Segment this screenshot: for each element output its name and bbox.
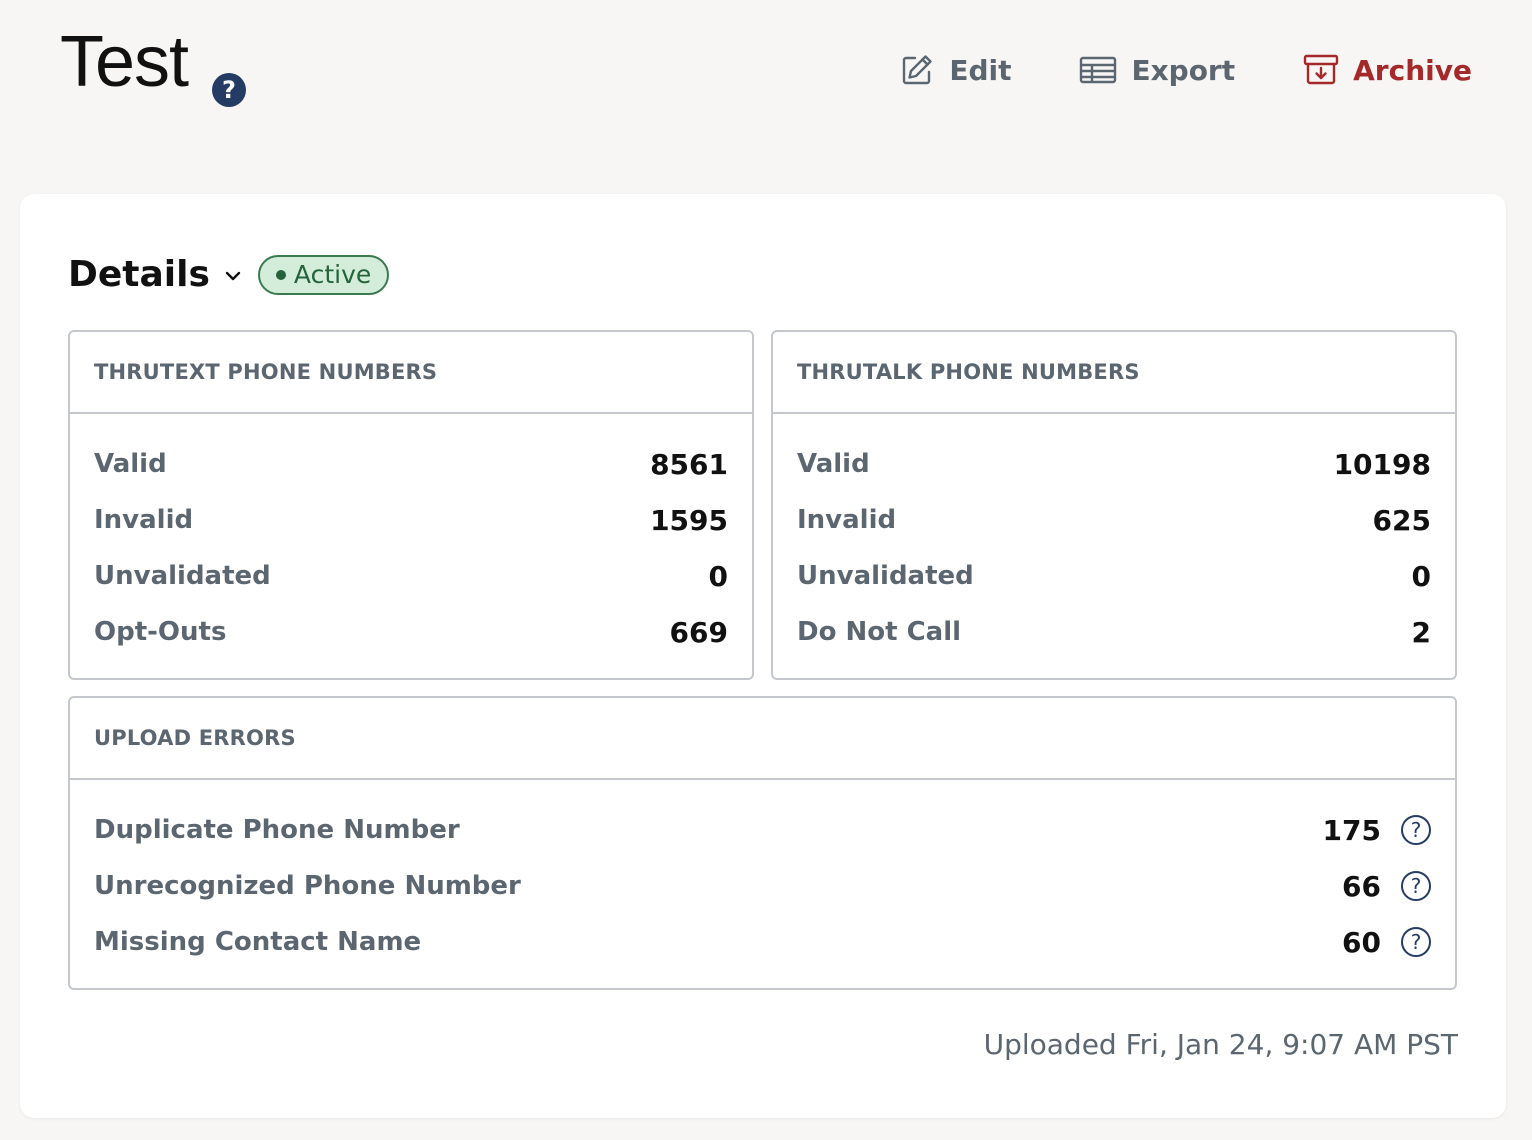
export-label: Export [1131, 53, 1236, 87]
row-label: Duplicate Phone Number [94, 815, 460, 845]
row-label: Invalid [797, 505, 897, 535]
table-icon [1079, 55, 1117, 85]
row-value: 0 [1411, 559, 1431, 593]
row-value: 66 [1342, 869, 1381, 903]
archive-box-icon [1303, 53, 1339, 87]
thrutext-row-invalid: Invalid 1595 [94, 492, 728, 548]
details-title[interactable]: Details [68, 254, 210, 295]
question-circle-icon[interactable]: ? [1401, 815, 1431, 845]
row-value: 8561 [650, 447, 728, 481]
question-circle-icon[interactable]: ? [1401, 871, 1431, 901]
upload-errors-panel-title: UPLOAD ERRORS [70, 698, 1455, 780]
thrutalk-panel-title: THRUTALK PHONE NUMBERS [773, 332, 1455, 414]
edit-label: Edit [949, 53, 1012, 87]
uploaded-timestamp: Uploaded Fri, Jan 24, 9:07 AM PST [983, 1028, 1458, 1061]
row-value: 625 [1372, 503, 1431, 537]
question-circle-icon[interactable]: ? [1401, 927, 1431, 957]
thrutext-row-unvalidated: Unvalidated 0 [94, 548, 728, 604]
row-value: 60 [1342, 925, 1381, 959]
question-circle-icon[interactable]: ? [212, 73, 246, 107]
page-title: Test [60, 22, 189, 102]
thrutext-panel-title: THRUTEXT PHONE NUMBERS [70, 332, 752, 414]
row-value: 1595 [650, 503, 728, 537]
status-dot-icon [275, 269, 286, 280]
thrutalk-row-valid: Valid 10198 [797, 436, 1431, 492]
thrutalk-row-do-not-call: Do Not Call 2 [797, 604, 1431, 660]
archive-button[interactable]: Archive [1303, 53, 1472, 87]
row-value: 175 [1322, 813, 1381, 847]
thrutalk-panel: THRUTALK PHONE NUMBERS Valid 10198 Inval… [771, 330, 1457, 680]
upload-error-row-missing-name: Missing Contact Name 60 ? [94, 914, 1431, 970]
row-label: Valid [94, 449, 167, 479]
thrutext-row-opt-outs: Opt-Outs 669 [94, 604, 728, 660]
upload-error-row-duplicate: Duplicate Phone Number 175 ? [94, 802, 1431, 858]
row-label: Unrecognized Phone Number [94, 871, 521, 901]
upload-errors-panel: UPLOAD ERRORS Duplicate Phone Number 175… [68, 696, 1457, 990]
upload-error-row-unrecognized: Unrecognized Phone Number 66 ? [94, 858, 1431, 914]
header-actions: Edit Export Archive [899, 52, 1472, 88]
row-value: 10198 [1333, 447, 1431, 481]
archive-label: Archive [1353, 53, 1472, 87]
thrutext-panel: THRUTEXT PHONE NUMBERS Valid 8561 Invali… [68, 330, 754, 680]
export-button[interactable]: Export [1079, 54, 1235, 87]
row-value: 2 [1411, 615, 1431, 649]
row-label: Do Not Call [797, 617, 962, 647]
row-label: Opt-Outs [94, 617, 227, 647]
row-label: Invalid [94, 505, 194, 535]
thrutalk-row-unvalidated: Unvalidated 0 [797, 548, 1431, 604]
row-label: Unvalidated [797, 561, 974, 591]
row-value: 669 [669, 615, 728, 649]
thrutext-row-valid: Valid 8561 [94, 436, 728, 492]
status-label: Active [293, 260, 372, 289]
thrutalk-row-invalid: Invalid 625 [797, 492, 1431, 548]
details-card: Details Active THRUTEXT PHONE NUMBERS Va… [20, 194, 1506, 1118]
pencil-icon [899, 52, 935, 88]
row-label: Missing Contact Name [94, 927, 422, 957]
chevron-down-icon[interactable] [224, 267, 242, 286]
edit-button[interactable]: Edit [899, 52, 1011, 88]
details-header: Details Active [68, 254, 390, 295]
row-label: Unvalidated [94, 561, 271, 591]
status-badge: Active [257, 254, 390, 295]
row-label: Valid [797, 449, 870, 479]
row-value: 0 [708, 559, 728, 593]
